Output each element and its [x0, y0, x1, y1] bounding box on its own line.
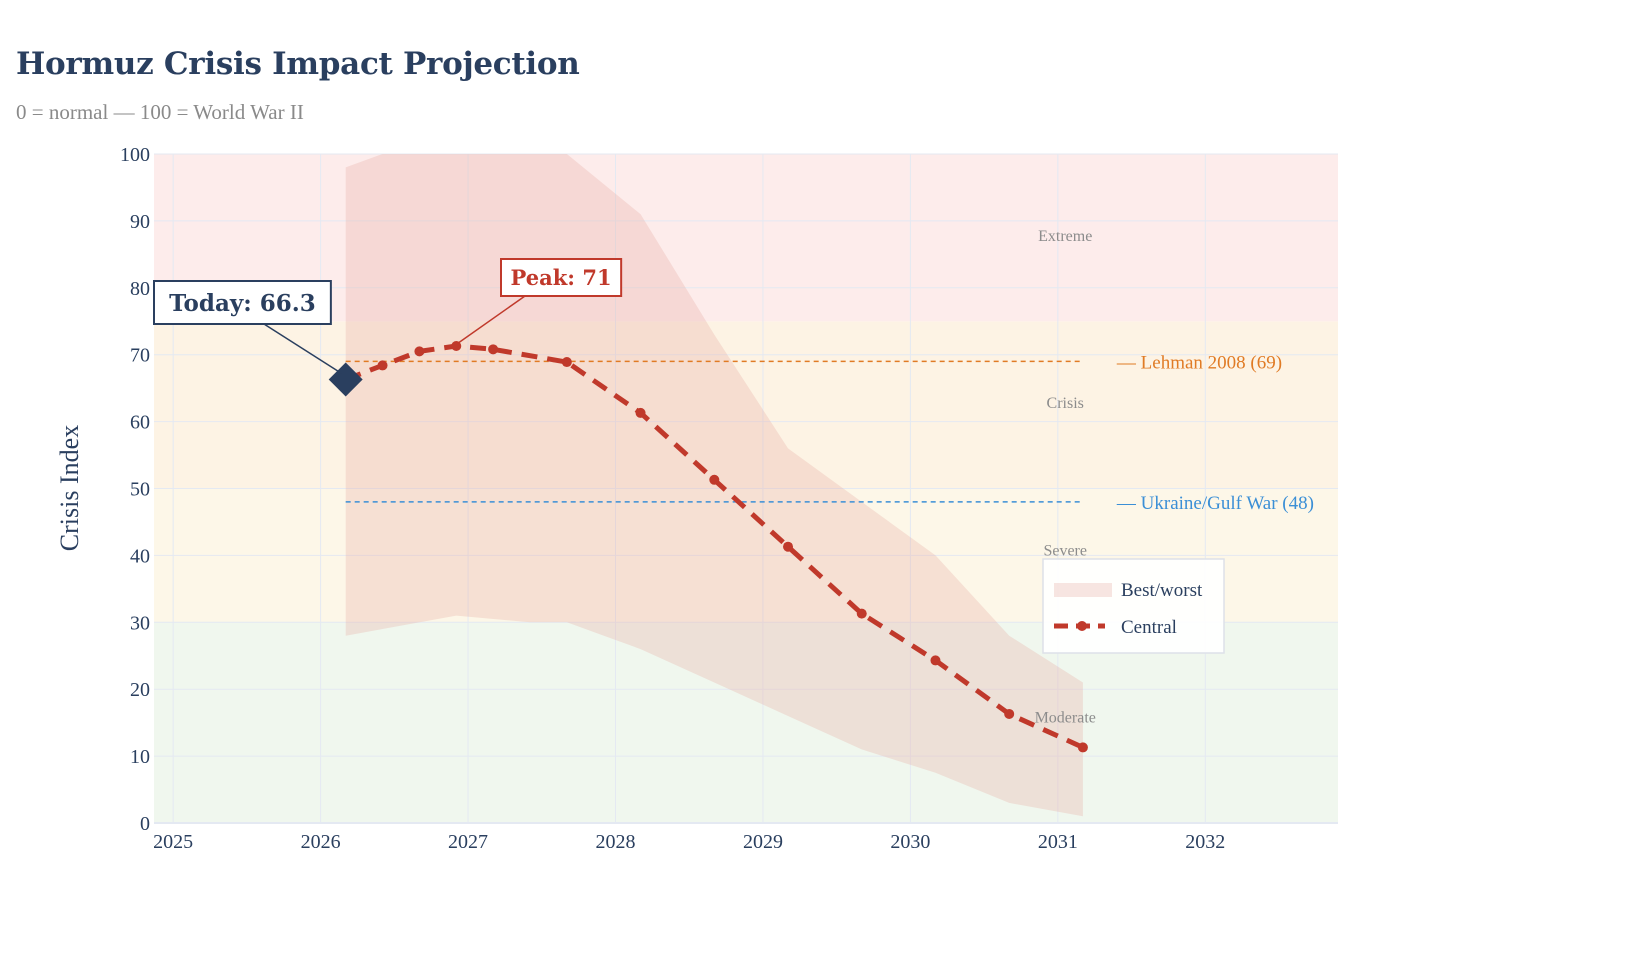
y-tick-label: 0: [140, 813, 150, 835]
legend-band-label: Best/worst: [1121, 580, 1203, 601]
peak-annotation-text: Peak: 71: [511, 265, 612, 290]
central-point: [783, 541, 794, 552]
today-annotation-text: Today: 66.3: [169, 290, 316, 317]
x-tick-label: 2026: [301, 831, 341, 853]
central-point: [930, 655, 941, 666]
y-tick-label: 50: [130, 479, 150, 501]
peak-annotation: Peak: 71: [500, 258, 623, 297]
grid-lines: [154, 153, 1338, 824]
zone-backgrounds: [154, 154, 1338, 823]
y-tick-label: 100: [120, 144, 150, 166]
y-tick-label: 90: [130, 211, 150, 233]
x-tick-label: 2030: [890, 831, 930, 853]
today-arrow: [263, 323, 343, 375]
zone-crisis: [154, 321, 1338, 489]
x-tick-label: 2027: [448, 831, 488, 853]
legend-band-swatch: [1054, 583, 1112, 597]
axes: Crisis Index 2025 2026 2027 2028 2029 2030 203…: [55, 144, 1225, 853]
zone-label-extreme: Extreme: [1038, 228, 1092, 245]
central-point: [709, 474, 720, 485]
annotations: Today: 66.3 Peak: 71: [153, 258, 623, 397]
best-worst-area: [345, 154, 1083, 817]
x-tick-label: 2032: [1185, 831, 1225, 853]
reference-lines: — Lehman 2008 (69) — Ukraine/Gulf War (48…: [345, 352, 1314, 514]
central-point: [377, 360, 388, 371]
zone-label-moderate: Moderate: [1035, 710, 1096, 727]
peak-arrow: [457, 295, 526, 344]
y-axis-title: Crisis Index: [55, 425, 84, 551]
central-series: [344, 341, 1088, 753]
chart-subtitle: 0 = normal — 100 = World War II: [16, 100, 304, 124]
zone-label-crisis: Crisis: [1047, 395, 1084, 412]
x-tick-label: 2025: [153, 831, 193, 853]
today-annotation-box: [153, 280, 332, 325]
zone-moderate: [154, 622, 1338, 823]
central-point: [1004, 708, 1015, 719]
y-tick-label: 30: [130, 612, 150, 634]
central-point: [635, 407, 646, 418]
y-tick-label: 40: [130, 545, 150, 567]
chart-title: Hormuz Crisis Impact Projection: [16, 46, 580, 82]
legend-box: [1042, 558, 1225, 654]
central-point: [488, 344, 499, 355]
y-tick-label: 20: [130, 679, 150, 701]
zone-label-severe: Severe: [1043, 542, 1087, 559]
y-tick-label: 60: [130, 412, 150, 434]
y-tick-label: 80: [130, 278, 150, 300]
peak-annotation-box: [500, 258, 623, 297]
y-tick-label: 10: [130, 746, 150, 768]
reference-label: — Ukraine/Gulf War (48): [1116, 493, 1314, 514]
x-tick-label: 2031: [1038, 831, 1078, 853]
legend-central-dot: [1077, 621, 1087, 631]
central-point: [561, 357, 572, 368]
today-annotation: Today: 66.3: [153, 280, 332, 325]
y-tick-label: 70: [130, 345, 150, 367]
central-point: [856, 608, 867, 619]
legend[interactable]: Best/worst Central: [1042, 558, 1225, 654]
x-tick-label: 2029: [743, 831, 783, 853]
zone-extreme: [154, 154, 1338, 322]
central-point: [414, 346, 425, 357]
x-tick-label: 2028: [596, 831, 636, 853]
legend-central-label: Central: [1121, 617, 1177, 638]
zone-labels: Moderate Severe Crisis Extreme: [1035, 228, 1096, 727]
best-worst-band: [345, 154, 1083, 817]
reference-label: — Lehman 2008 (69): [1116, 352, 1282, 373]
central-point: [1077, 742, 1088, 753]
